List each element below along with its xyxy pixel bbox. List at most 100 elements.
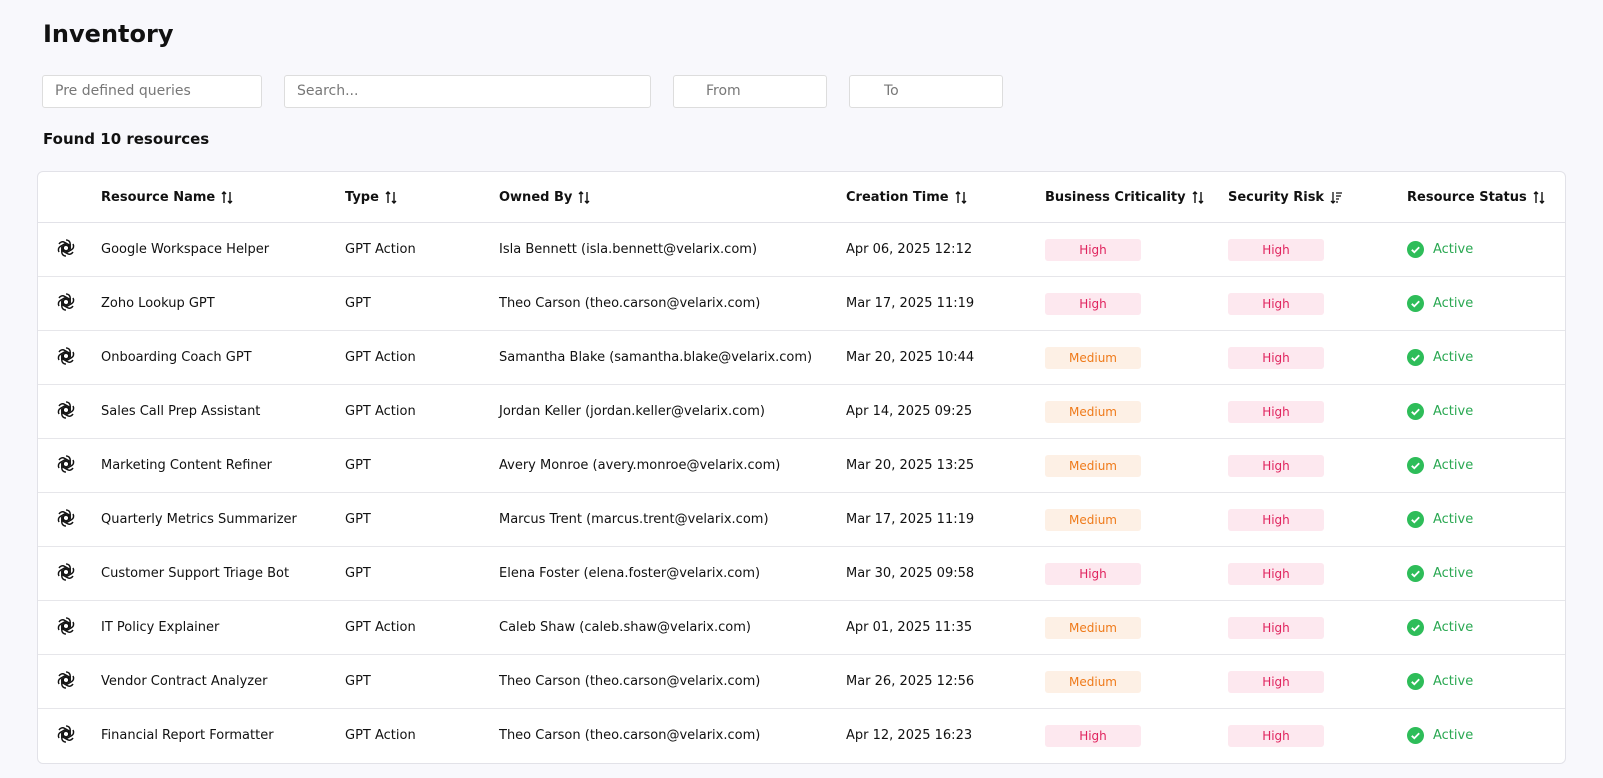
sort-icon[interactable] (1533, 190, 1545, 204)
cell: Vendor Contract Analyzer (101, 654, 345, 709)
sort-icon[interactable] (385, 190, 397, 204)
to-date[interactable]: To (849, 75, 1003, 108)
cell: Apr 14, 2025 09:25 (846, 384, 1045, 439)
cell-text: Apr 14, 2025 09:25 (846, 404, 973, 419)
criticality-badge: Medium (1045, 346, 1141, 369)
status-label: Active (1433, 728, 1474, 743)
status: Active (1407, 727, 1565, 744)
from-date[interactable]: From (673, 75, 827, 108)
criticality-badge: Medium (1045, 670, 1141, 693)
cell: High (1045, 222, 1228, 277)
cell: GPT (345, 438, 499, 493)
sort-icon[interactable] (1192, 190, 1204, 204)
criticality-badge: Medium (1045, 454, 1141, 477)
cell-text: GPT Action (345, 728, 416, 743)
sort-icon[interactable] (1330, 191, 1343, 204)
cell: Avery Monroe (avery.monroe@velarix.com) (499, 438, 846, 493)
icon-cell (38, 438, 101, 493)
cell: Theo Carson (theo.carson@velarix.com) (499, 276, 846, 331)
resource-row[interactable]: Sales Call Prep Assistant GPT Action Jorda… (38, 384, 1565, 439)
status-label: Active (1433, 566, 1474, 581)
cell: Sales Call Prep Assistant (101, 384, 345, 439)
cell-text: Elena Foster (elena.foster@velarix.com) (499, 566, 761, 581)
cell-text: GPT Action (345, 350, 416, 365)
cell: Mar 20, 2025 10:44 (846, 330, 1045, 385)
cell: High (1228, 330, 1407, 385)
status-icon (1407, 673, 1424, 690)
status: Active (1407, 295, 1565, 312)
cell-text: Isla Bennett (isla.bennett@velarix.com) (499, 242, 758, 257)
column-header: Owned By (499, 172, 846, 223)
cell: Mar 30, 2025 09:58 (846, 546, 1045, 601)
cell-text: Apr 12, 2025 16:23 (846, 728, 973, 743)
icon-cell (38, 276, 101, 331)
cell: High (1228, 438, 1407, 493)
status-label: Active (1433, 242, 1474, 257)
criticality-badge: Medium (1045, 616, 1141, 639)
risk-badge: High (1228, 670, 1324, 693)
cell: Jordan Keller (jordan.keller@velarix.com… (499, 384, 846, 439)
cell-text: Mar 20, 2025 10:44 (846, 350, 975, 365)
criticality-badge: High (1045, 292, 1141, 315)
status-icon (1407, 565, 1424, 582)
cell: Active (1407, 222, 1565, 277)
search-input[interactable]: Search... (284, 75, 651, 108)
gpt-icon (57, 616, 75, 635)
resource-row[interactable]: Zoho Lookup GPT GPT Theo Carson (theo.cars… (38, 276, 1565, 331)
cell: High (1045, 546, 1228, 601)
cell: Active (1407, 492, 1565, 547)
resource-table: Resource Name Type Owned By Creation Time Bu… (38, 172, 1565, 762)
status-icon (1407, 349, 1424, 366)
resource-row[interactable]: Financial Report Formatter GPT Action Theo… (38, 709, 1565, 763)
status-label: Active (1433, 296, 1474, 311)
column-header-label: Business Criticality (1045, 189, 1186, 205)
resource-row[interactable]: IT Policy Explainer GPT Action Caleb Shaw … (38, 600, 1565, 655)
resource-row[interactable]: Customer Support Triage Bot GPT Elena Fost… (38, 546, 1565, 601)
status: Active (1407, 565, 1565, 582)
risk-badge: High (1228, 562, 1324, 585)
status-label: Active (1433, 458, 1474, 473)
status-label: Active (1433, 512, 1474, 527)
resource-row[interactable]: Onboarding Coach GPT GPT Action Samantha B… (38, 330, 1565, 385)
icon-cell (38, 546, 101, 601)
cell: Quarterly Metrics Summarizer (101, 492, 345, 547)
cell: Active (1407, 330, 1565, 385)
cell-text: Mar 26, 2025 12:56 (846, 674, 975, 689)
cell-text: Theo Carson (theo.carson@velarix.com) (499, 728, 761, 743)
resource-row[interactable]: Quarterly Metrics Summarizer GPT Marcus Tr… (38, 492, 1565, 547)
cell: GPT Action (345, 600, 499, 655)
status-icon (1407, 511, 1424, 528)
cell-text: GPT (345, 458, 371, 473)
icon-cell (38, 492, 101, 547)
criticality-badge: High (1045, 724, 1141, 747)
column-header: Resource Name (101, 172, 345, 223)
cell-text: Vendor Contract Analyzer (101, 674, 268, 689)
cell-text: Caleb Shaw (caleb.shaw@velarix.com) (499, 620, 751, 635)
gpt-icon (57, 292, 75, 311)
status: Active (1407, 241, 1565, 258)
query-select[interactable]: Pre defined queries (42, 75, 262, 108)
icon-cell (38, 384, 101, 439)
cell: Elena Foster (elena.foster@velarix.com) (499, 546, 846, 601)
sort-icon[interactable] (578, 190, 590, 204)
cell-text: GPT Action (345, 620, 416, 635)
cell: Medium (1045, 384, 1228, 439)
sort-icon[interactable] (955, 190, 967, 204)
sort-icon[interactable] (221, 190, 233, 204)
cell: Onboarding Coach GPT (101, 330, 345, 385)
resource-row[interactable]: Marketing Content Refiner GPT Avery Monroe… (38, 438, 1565, 493)
resource-table-card: Resource Name Type Owned By Creation Time Bu… (37, 171, 1566, 764)
cell: Medium (1045, 438, 1228, 493)
status-label: Active (1433, 404, 1474, 419)
cell: Active (1407, 438, 1565, 493)
gpt-icon (57, 238, 75, 257)
criticality-badge: High (1045, 238, 1141, 261)
cell: Medium (1045, 492, 1228, 547)
cell-text: GPT (345, 566, 371, 581)
status: Active (1407, 619, 1565, 636)
cell: Apr 06, 2025 12:12 (846, 222, 1045, 277)
resource-row[interactable]: Vendor Contract Analyzer GPT Theo Carson (… (38, 654, 1565, 709)
cell-text: Sales Call Prep Assistant (101, 404, 261, 419)
resource-row[interactable]: Google Workspace Helper GPT Action Isla Be… (38, 222, 1565, 277)
cell: Customer Support Triage Bot (101, 546, 345, 601)
